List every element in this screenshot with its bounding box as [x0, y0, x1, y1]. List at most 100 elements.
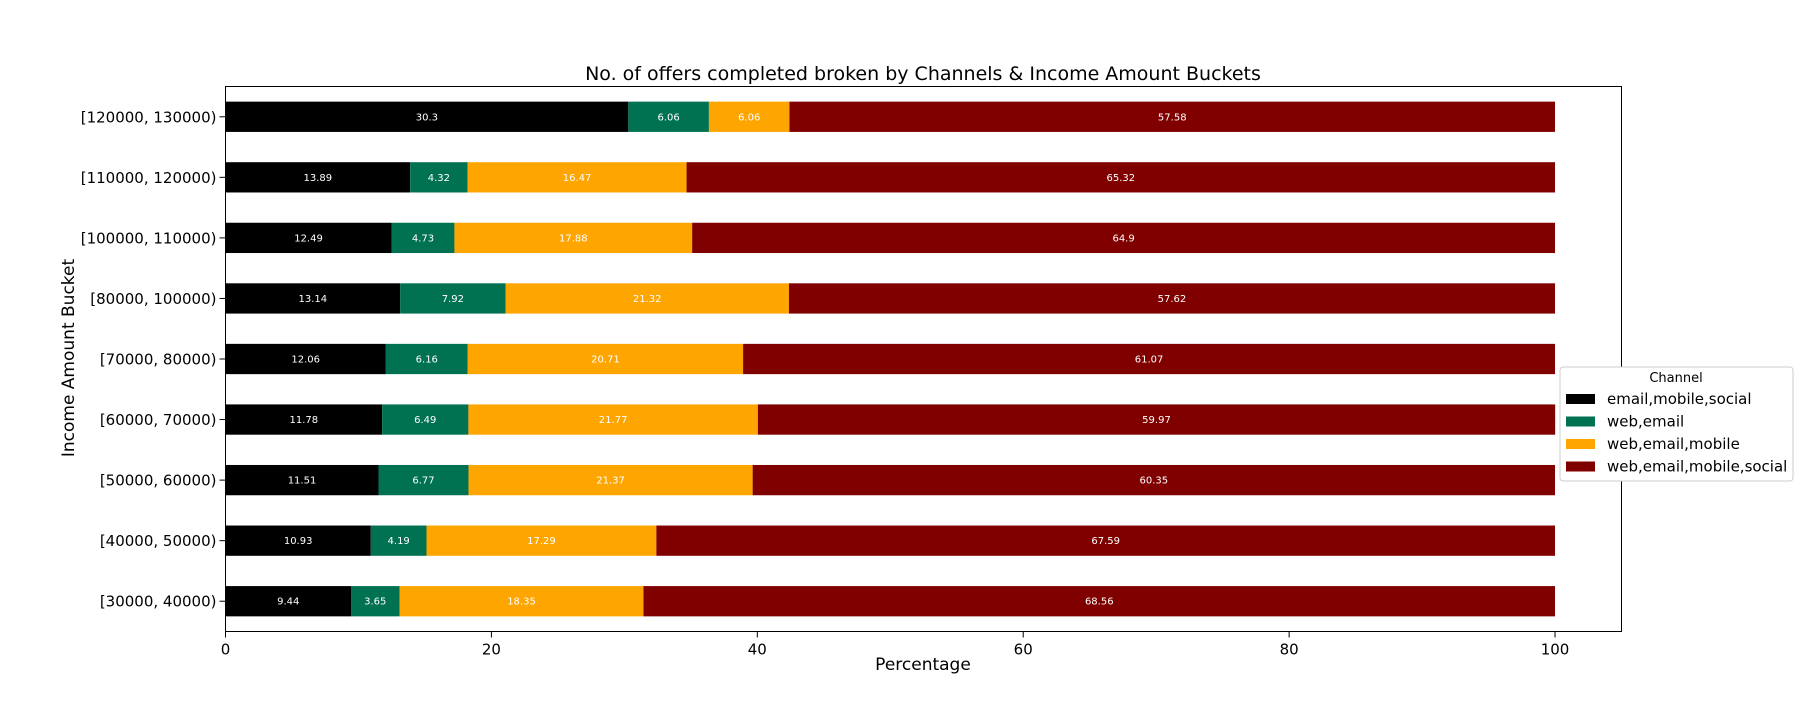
- bar-segment: [505, 283, 789, 314]
- bar-segment: [225, 525, 371, 556]
- x-tick-label: 80: [1280, 641, 1299, 659]
- legend-frame: [1559, 366, 1794, 482]
- legend-swatch: [1566, 416, 1595, 427]
- bar-segment: [399, 586, 644, 617]
- data-label: 13.89: [304, 173, 333, 184]
- data-label: 3.65: [364, 597, 386, 608]
- data-label: 59.97: [1142, 415, 1171, 426]
- legend-label: email,mobile,social: [1607, 390, 1752, 408]
- chart-title: No. of offers completed broken by Channe…: [585, 63, 1261, 85]
- data-label: 4.32: [428, 173, 450, 184]
- data-label: 21.32: [633, 294, 662, 305]
- legend-label: web,email,mobile: [1607, 435, 1740, 453]
- y-tick-label: [30000, 40000): [100, 593, 217, 611]
- bar-segment: [225, 101, 629, 132]
- x-tick-label: 40: [748, 641, 767, 659]
- y-tick-label: [110000, 120000): [81, 169, 217, 187]
- bar-segment: [656, 525, 1556, 556]
- bar-segment: [370, 525, 427, 556]
- data-label: 6.06: [657, 112, 679, 123]
- bar-segment: [468, 404, 758, 435]
- bar-segment: [467, 343, 744, 375]
- bar-segment: [757, 404, 1556, 435]
- data-label: 4.19: [388, 536, 410, 547]
- bar-segment: [628, 101, 709, 132]
- bar-segment: [708, 101, 790, 132]
- bar-segment: [378, 464, 469, 496]
- legend-title: Channel: [1649, 371, 1702, 386]
- y-tick-label: [100000, 110000): [81, 229, 217, 247]
- bar-segment: [225, 404, 383, 435]
- data-label: 64.9: [1112, 233, 1134, 244]
- data-label: 6.16: [416, 355, 438, 366]
- data-label: 18.35: [507, 597, 536, 608]
- data-label: 30.3: [416, 112, 438, 123]
- bars-layer: 9.44 3.65 18.35 68.56 10.93 4.19 17.29 67.59 11.…: [225, 101, 1556, 617]
- y-tick-label: [60000, 70000): [100, 411, 217, 429]
- data-label: 57.62: [1158, 294, 1187, 305]
- bar-segment: [400, 283, 506, 314]
- bar-segment: [225, 222, 392, 254]
- legend: Channel email,mobile,social web,email web,…: [1559, 366, 1794, 482]
- data-label: 6.77: [412, 476, 434, 487]
- axes-layer: [30000, 40000) [40000, 50000) [50000, 6000…: [81, 108, 1570, 658]
- data-label: 12.06: [291, 355, 320, 366]
- data-label: 11.51: [288, 476, 317, 487]
- legend-swatch: [1566, 461, 1595, 472]
- data-label: 61.07: [1135, 355, 1164, 366]
- y-tick-label: [50000, 60000): [100, 472, 217, 490]
- bar-segment: [467, 162, 687, 193]
- bar-segment: [225, 162, 411, 193]
- legend-label: web,email,mobile,social: [1607, 458, 1787, 476]
- data-label: 13.14: [299, 294, 328, 305]
- data-label: 68.56: [1085, 597, 1114, 608]
- x-tick-label: 0: [221, 641, 231, 659]
- bar-segment: [225, 464, 379, 496]
- legend-swatch: [1566, 394, 1595, 404]
- x-tick-label: 60: [1014, 641, 1033, 659]
- bar-segment: [643, 586, 1556, 617]
- x-tick-label: 100: [1541, 641, 1570, 659]
- bar-segment: [468, 464, 753, 496]
- bar-segment: [426, 525, 657, 556]
- bar-segment: [225, 283, 401, 314]
- bar-segment: [692, 222, 1556, 254]
- bar-segment: [351, 586, 400, 617]
- x-axis-label: Percentage: [875, 655, 971, 675]
- bar-segment: [225, 586, 352, 617]
- data-label: 21.77: [599, 415, 628, 426]
- bar-segment: [454, 222, 693, 254]
- bar-segment: [225, 343, 386, 375]
- data-label: 6.49: [414, 415, 436, 426]
- data-label: 65.32: [1106, 173, 1135, 184]
- bar-segment: [743, 343, 1556, 375]
- y-tick-label: [120000, 130000): [81, 108, 217, 126]
- data-label: 9.44: [277, 597, 299, 608]
- data-label: 4.73: [412, 233, 434, 244]
- data-label: 21.37: [596, 476, 625, 487]
- bar-segment: [385, 343, 468, 375]
- data-label: 60.35: [1140, 476, 1169, 487]
- data-label: 10.93: [284, 536, 313, 547]
- bar-segment: [752, 464, 1556, 496]
- bar-segment: [686, 162, 1556, 193]
- legend-label: web,email: [1607, 413, 1684, 431]
- data-label: 12.49: [294, 233, 323, 244]
- legend-items: email,mobile,social web,email web,email,mo…: [1566, 390, 1787, 476]
- legend-swatch: [1566, 439, 1595, 449]
- data-label: 57.58: [1158, 112, 1187, 123]
- y-tick-label: [70000, 80000): [100, 351, 217, 369]
- y-tick-label: [40000, 50000): [100, 532, 217, 550]
- data-label: 17.88: [559, 233, 588, 244]
- data-label: 17.29: [527, 536, 556, 547]
- data-label: 6.06: [738, 112, 760, 123]
- bar-segment: [382, 404, 469, 435]
- bar-segment: [789, 101, 1556, 132]
- y-axis-label: Income Amount Bucket: [59, 259, 79, 458]
- data-label: 16.47: [563, 173, 592, 184]
- bar-segment: [788, 283, 1556, 314]
- data-label: 20.71: [591, 355, 620, 366]
- data-label: 67.59: [1091, 536, 1120, 547]
